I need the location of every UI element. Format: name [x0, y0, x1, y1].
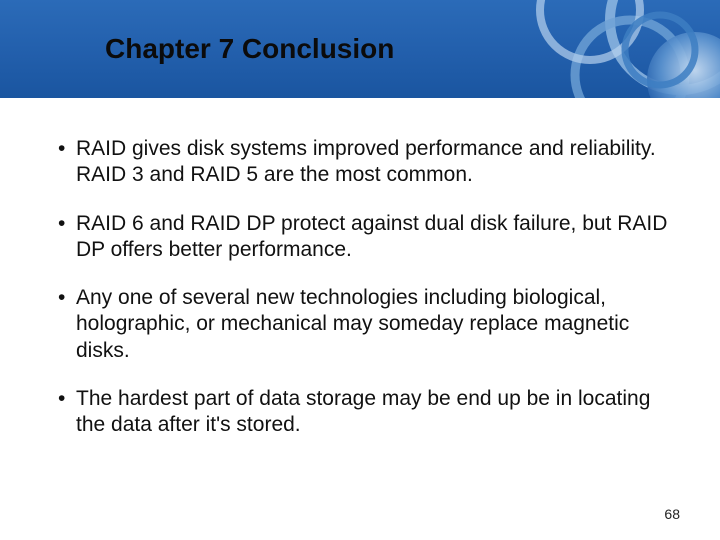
bullet-marker: •	[58, 285, 76, 311]
bullet-item: • RAID 6 and RAID DP protect against dua…	[58, 211, 670, 264]
page-title: Chapter 7 Conclusion	[105, 33, 394, 65]
slide-body: • RAID gives disk systems improved perfo…	[0, 98, 720, 438]
bullet-text: RAID 6 and RAID DP protect against dual …	[76, 211, 670, 264]
bullet-marker: •	[58, 386, 76, 412]
page-number: 68	[664, 506, 680, 522]
bullet-marker: •	[58, 136, 76, 162]
bullet-item: • The hardest part of data storage may b…	[58, 386, 670, 439]
bullet-item: • RAID gives disk systems improved perfo…	[58, 136, 670, 189]
bullet-text: The hardest part of data storage may be …	[76, 386, 670, 439]
slide-header: Chapter 7 Conclusion	[0, 0, 720, 98]
bullet-marker: •	[58, 211, 76, 237]
bullet-text: Any one of several new technologies incl…	[76, 285, 670, 364]
bullet-item: • Any one of several new technologies in…	[58, 285, 670, 364]
bullet-text: RAID gives disk systems improved perform…	[76, 136, 670, 189]
header-decor-rings	[530, 0, 720, 98]
